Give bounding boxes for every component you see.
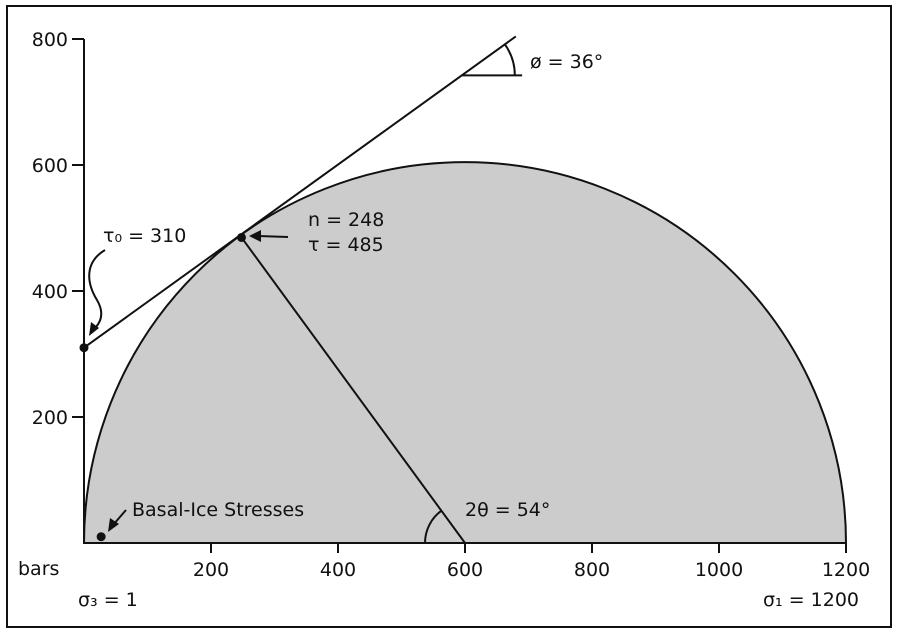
sigma3-label: σ₃ = 1 [78, 589, 138, 611]
x-tick-label: 200 [193, 559, 229, 581]
tangent-point [236, 232, 246, 242]
mohr-circle [82, 161, 848, 544]
two-theta-angle-arc [424, 509, 442, 544]
sigma1-label: σ₁ = 1200 [763, 589, 859, 611]
x-tick-label: 800 [574, 559, 610, 581]
x-tick-label: 600 [447, 559, 483, 581]
x-tick-label: 1200 [822, 559, 870, 581]
tau0-label: τ₀ = 310 [103, 225, 186, 247]
n-value-label: n = 248 [308, 209, 384, 231]
y-ticks: 200 400 600 800 [32, 29, 84, 429]
tangent-callout-arrow [257, 235, 289, 238]
failure-envelope-line [83, 35, 517, 349]
radius-line [240, 236, 466, 544]
y-tick-label: 400 [32, 281, 68, 303]
units-label: bars [18, 558, 59, 580]
x-tick-label: 1000 [695, 559, 743, 581]
phi-label: ø = 36° [530, 51, 603, 73]
tau-value-label: τ = 485 [308, 234, 384, 256]
basal-ice-label: Basal-Ice Stresses [132, 499, 304, 521]
basal-arrowhead [108, 518, 119, 532]
x-ticks: 200 400 600 800 1000 1200 [193, 543, 870, 581]
tau0-callout-arrow [88, 249, 106, 331]
two-theta-label: 2θ = 54° [465, 499, 550, 521]
tau0-point [79, 343, 89, 353]
y-tick-label: 200 [32, 407, 68, 429]
tau0-arrowhead [89, 322, 99, 336]
basal-ice-point [96, 532, 106, 542]
tangent-arrowhead [249, 230, 261, 242]
phi-angle-arc [503, 43, 516, 76]
x-tick-label: 400 [320, 559, 356, 581]
y-tick-label: 800 [32, 29, 68, 51]
y-tick-label: 600 [32, 155, 68, 177]
border-frame [6, 5, 892, 628]
